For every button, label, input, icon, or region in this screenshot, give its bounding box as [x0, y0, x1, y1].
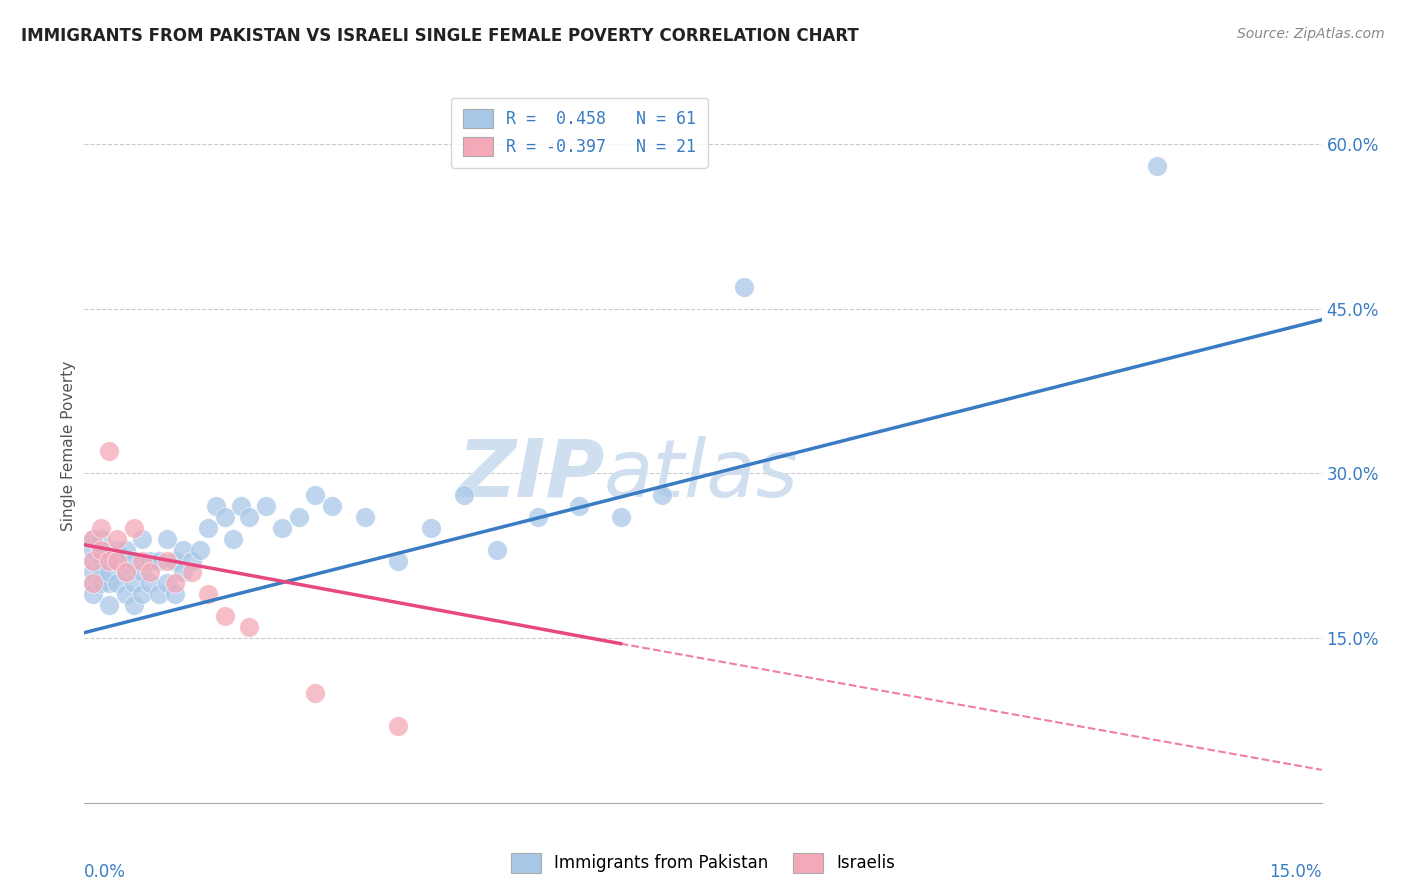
Point [131, 533, 153, 547]
Point [197, 587, 219, 601]
Point [98, 554, 121, 568]
Point [98, 566, 121, 580]
Point [205, 500, 228, 514]
Point [229, 500, 252, 514]
Point [165, 576, 187, 591]
Point [304, 488, 326, 502]
Point [90, 543, 112, 558]
Point [98, 576, 121, 591]
Point [485, 543, 508, 558]
Point [156, 554, 179, 568]
Point [165, 554, 187, 568]
Point [188, 543, 211, 558]
Point [114, 587, 136, 601]
Point [131, 566, 153, 580]
Point [387, 719, 409, 733]
Point [90, 543, 112, 558]
Point [82, 554, 104, 568]
Point [214, 510, 236, 524]
Point [651, 488, 673, 502]
Point [122, 554, 145, 568]
Point [453, 488, 475, 502]
Legend: Immigrants from Pakistan, Israelis: Immigrants from Pakistan, Israelis [503, 847, 903, 880]
Point [122, 598, 145, 612]
Point [387, 554, 409, 568]
Point [90, 566, 112, 580]
Point [288, 510, 311, 524]
Point [105, 576, 128, 591]
Point [122, 576, 145, 591]
Point [90, 576, 112, 591]
Point [148, 554, 170, 568]
Point [254, 500, 277, 514]
Point [214, 609, 236, 624]
Point [98, 444, 121, 458]
Point [105, 554, 128, 568]
Point [172, 543, 194, 558]
Point [114, 566, 136, 580]
Point [527, 510, 550, 524]
Text: atlas: atlas [605, 435, 799, 514]
Point [82, 554, 104, 568]
Legend: R =  0.458   N = 61, R = -0.397   N = 21: R = 0.458 N = 61, R = -0.397 N = 21 [451, 97, 707, 168]
Text: 0.0%: 0.0% [84, 863, 127, 881]
Point [165, 587, 187, 601]
Point [139, 576, 162, 591]
Point [82, 587, 104, 601]
Point [82, 543, 104, 558]
Point [82, 533, 104, 547]
Point [238, 620, 260, 634]
Point [105, 533, 128, 547]
Point [98, 554, 121, 568]
Point [156, 576, 179, 591]
Text: ZIP: ZIP [457, 435, 605, 514]
Text: Source: ZipAtlas.com: Source: ZipAtlas.com [1237, 27, 1385, 41]
Point [148, 587, 170, 601]
Point [82, 576, 104, 591]
Point [156, 533, 179, 547]
Point [222, 533, 245, 547]
Point [90, 521, 112, 535]
Point [180, 566, 202, 580]
Point [197, 521, 219, 535]
Text: IMMIGRANTS FROM PAKISTAN VS ISRAELI SINGLE FEMALE POVERTY CORRELATION CHART: IMMIGRANTS FROM PAKISTAN VS ISRAELI SING… [21, 27, 859, 45]
Point [321, 500, 343, 514]
Point [353, 510, 375, 524]
Point [733, 280, 755, 294]
Point [304, 686, 326, 700]
Point [180, 554, 202, 568]
Text: 15.0%: 15.0% [1270, 863, 1322, 881]
Point [105, 543, 128, 558]
Point [131, 554, 153, 568]
Point [122, 521, 145, 535]
Point [82, 576, 104, 591]
Point [419, 521, 441, 535]
Point [568, 500, 591, 514]
Point [1146, 159, 1168, 173]
Point [139, 554, 162, 568]
Point [105, 554, 128, 568]
Point [172, 566, 194, 580]
Point [90, 554, 112, 568]
Point [82, 566, 104, 580]
Point [238, 510, 260, 524]
Point [131, 587, 153, 601]
Point [609, 510, 631, 524]
Point [271, 521, 294, 535]
Point [90, 533, 112, 547]
Point [114, 566, 136, 580]
Point [98, 598, 121, 612]
Y-axis label: Single Female Poverty: Single Female Poverty [60, 361, 76, 531]
Point [114, 543, 136, 558]
Point [139, 566, 162, 580]
Point [82, 533, 104, 547]
